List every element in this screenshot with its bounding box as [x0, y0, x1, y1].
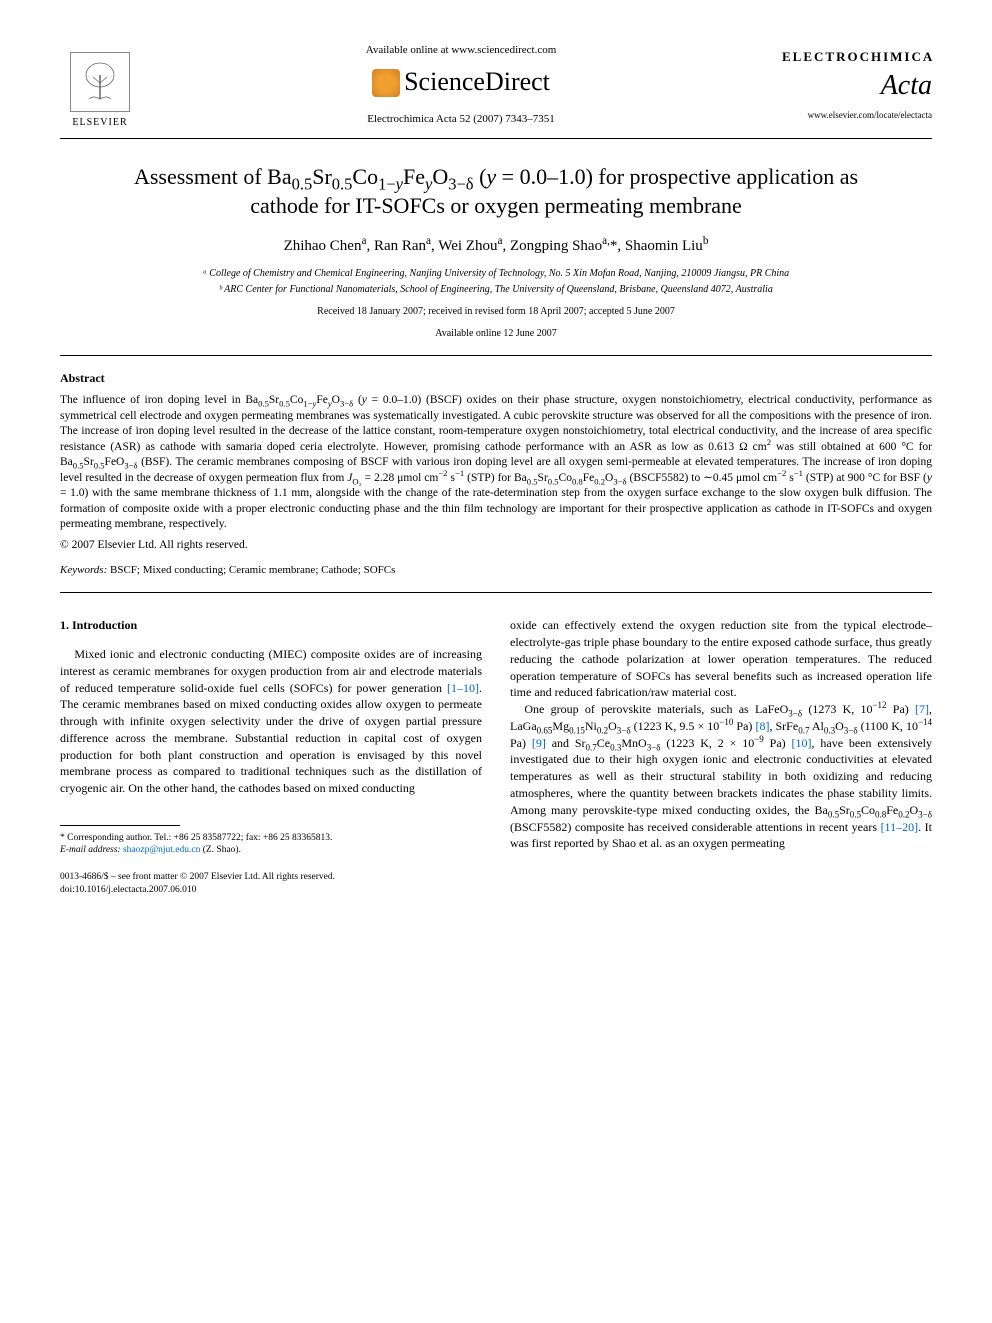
email-label: E-mail address: — [60, 845, 121, 855]
intro-para-3: One group of perovskite materials, such … — [510, 701, 932, 852]
abstract-bottom-rule — [60, 592, 932, 593]
intro-para-2: oxide can effectively extend the oxygen … — [510, 617, 932, 701]
email-footnote: E-mail address: shaozp@njut.edu.cn (Z. S… — [60, 844, 482, 856]
brand-top: ELECTROCHIMICA — [782, 48, 932, 66]
sciencedirect-logo: ScienceDirect — [372, 64, 550, 100]
elsevier-logo: ELSEVIER — [60, 40, 140, 130]
affiliation-a: ᵃ College of Chemistry and Chemical Engi… — [60, 267, 932, 281]
journal-citation: Electrochimica Acta 52 (2007) 7343–7351 — [140, 112, 782, 127]
elsevier-label: ELSEVIER — [72, 116, 127, 130]
email-suffix: (Z. Shao). — [200, 845, 241, 855]
affiliation-b: ᵇ ARC Center for Functional Nanomaterial… — [60, 283, 932, 297]
online-date: Available online 12 June 2007 — [60, 327, 932, 341]
elsevier-tree-icon — [70, 52, 130, 112]
abstract-body: The influence of iron doping level in Ba… — [60, 393, 932, 533]
footnote-rule — [60, 825, 180, 826]
email-link[interactable]: shaozp@njut.edu.cn — [121, 845, 201, 855]
keywords-text: BSCF; Mixed conducting; Ceramic membrane… — [107, 564, 395, 576]
center-header: Available online at www.sciencedirect.co… — [140, 43, 782, 127]
sciencedirect-name: ScienceDirect — [404, 64, 550, 100]
doi-line: doi:10.1016/j.electacta.2007.06.010 — [60, 884, 482, 897]
header-rule — [60, 138, 932, 139]
abstract-top-rule — [60, 355, 932, 356]
right-column: oxide can effectively extend the oxygen … — [510, 617, 932, 897]
abstract-heading: Abstract — [60, 370, 932, 387]
received-dates: Received 18 January 2007; received in re… — [60, 305, 932, 319]
page-container: ELSEVIER Available online at www.science… — [0, 0, 992, 937]
header: ELSEVIER Available online at www.science… — [60, 40, 932, 130]
article-title: Assessment of Ba0.5Sr0.5Co1−yFeyO3−δ (y … — [100, 163, 892, 220]
body-columns: 1. Introduction Mixed ionic and electron… — [60, 617, 932, 897]
intro-para-1: Mixed ionic and electronic conducting (M… — [60, 646, 482, 797]
brand-url: www.elsevier.com/locate/electacta — [782, 109, 932, 122]
tree-icon — [75, 57, 125, 107]
available-online-text: Available online at www.sciencedirect.co… — [140, 43, 782, 58]
journal-brand: ELECTROCHIMICA Acta www.elsevier.com/loc… — [782, 48, 932, 122]
left-column: 1. Introduction Mixed ionic and electron… — [60, 617, 482, 897]
intro-heading: 1. Introduction — [60, 617, 482, 634]
author-list: Zhihao Chena, Ran Rana, Wei Zhoua, Zongp… — [60, 236, 932, 257]
keywords-line: Keywords: BSCF; Mixed conducting; Cerami… — [60, 563, 932, 578]
keywords-label: Keywords: — [60, 564, 107, 576]
doi-block: 0013-4686/$ – see front matter © 2007 El… — [60, 871, 482, 898]
brand-script: Acta — [782, 66, 932, 105]
corresponding-footnote: * Corresponding author. Tel.: +86 25 835… — [60, 832, 482, 844]
front-matter-line: 0013-4686/$ – see front matter © 2007 El… — [60, 871, 482, 884]
abstract-copyright: © 2007 Elsevier Ltd. All rights reserved… — [60, 537, 932, 553]
sciencedirect-icon — [372, 69, 400, 97]
